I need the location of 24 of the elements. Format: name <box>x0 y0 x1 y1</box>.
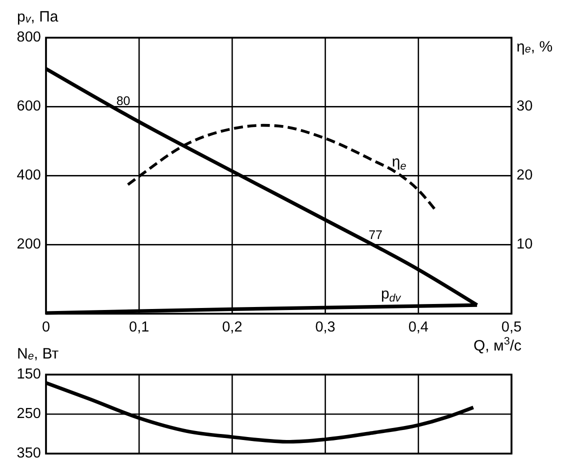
x-tick-label: 0,2 <box>222 320 242 336</box>
x-axis-title: Q, м$^{3}$/с <box>473 335 522 354</box>
annotation: 80 <box>116 94 130 108</box>
y2-tick-label: 20 <box>516 168 533 184</box>
series-label: η$_{e}$ <box>392 154 406 172</box>
x-tick-label: 0,4 <box>408 320 428 336</box>
y2-axis-title: η$_{e}$, % <box>516 38 553 56</box>
series-label: p$_{dv}$ <box>380 286 402 304</box>
y2-tick-label: 30 <box>516 98 533 115</box>
y-axis-title: p$_{v}$, Па <box>17 8 59 26</box>
y-tick-label: 250 <box>16 406 41 422</box>
x-tick-label: 0 <box>42 320 50 336</box>
annotation: 77 <box>368 228 383 242</box>
y-tick-label: 400 <box>16 168 41 184</box>
x-tick-label: 0,1 <box>129 320 150 336</box>
y-tick-label: 350 <box>16 446 41 462</box>
y-tick-label: 600 <box>16 98 41 115</box>
x-tick-label: 0,3 <box>315 320 336 336</box>
x-tick-label: 0,5 <box>501 320 522 336</box>
y-tick-label: 200 <box>16 236 41 253</box>
y-tick-label: 800 <box>16 30 41 46</box>
y2-tick-label: 10 <box>516 236 533 253</box>
y-tick-label: 150 <box>16 366 41 383</box>
y-axis-title: N$_{e}$, Вт <box>17 345 59 362</box>
